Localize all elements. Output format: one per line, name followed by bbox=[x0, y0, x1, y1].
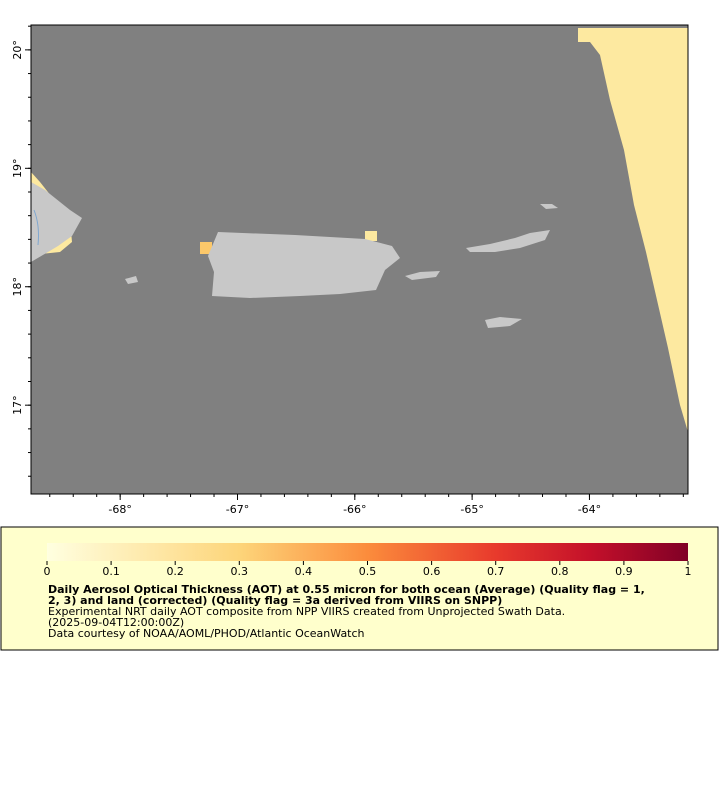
y-tick-label: 17° bbox=[11, 395, 24, 415]
map-area bbox=[30, 24, 689, 495]
colorbar-tick-label: 0.2 bbox=[166, 565, 184, 578]
colorbar-tick-label: 0.9 bbox=[615, 565, 633, 578]
colorbar-tick-label: 0 bbox=[44, 565, 51, 578]
x-tick-label: -65° bbox=[460, 503, 483, 516]
x-tick-label: -64° bbox=[578, 503, 601, 516]
land-virgin-islands bbox=[466, 230, 550, 252]
y-tick-label: 18° bbox=[11, 277, 24, 297]
map-frame bbox=[30, 24, 689, 495]
land-puerto-rico bbox=[208, 232, 400, 298]
colorbar-tick-label: 0.1 bbox=[102, 565, 120, 578]
colorbar bbox=[47, 543, 688, 561]
colorbar-tick-label: 0.6 bbox=[423, 565, 441, 578]
x-tick-label: -68° bbox=[108, 503, 131, 516]
colorbar-ticks: 0 0.1 0.2 0.3 0.4 0.5 0.6 0.7 0.8 0.9 1 bbox=[44, 561, 692, 578]
colorbar-tick-label: 0.8 bbox=[551, 565, 569, 578]
y-tick-label: 19° bbox=[11, 159, 24, 179]
land-anegada bbox=[540, 204, 558, 209]
colorbar-tick-label: 0.7 bbox=[487, 565, 505, 578]
land-st-croix bbox=[485, 317, 522, 328]
legend-note: (2025-09-04T12:00:00Z) bbox=[48, 616, 184, 629]
colorbar-tick-label: 1 bbox=[685, 565, 692, 578]
aot-pixel bbox=[365, 231, 377, 241]
colorbar-tick-label: 0.3 bbox=[231, 565, 249, 578]
river bbox=[33, 209, 39, 246]
land-mona bbox=[125, 276, 138, 284]
legend-note: Data courtesy of NOAA/AOML/PHOD/Atlantic… bbox=[48, 627, 365, 640]
legend-title: 2, 3) and land (corrected) (Quality flag… bbox=[48, 594, 502, 607]
x-tick-label: -66° bbox=[343, 503, 366, 516]
aot-pixel bbox=[200, 242, 212, 254]
land-vieques bbox=[405, 271, 440, 280]
x-tick-label: -67° bbox=[226, 503, 249, 516]
legend: 0 0.1 0.2 0.3 0.4 0.5 0.6 0.7 0.8 0.9 1 Daily Aero… bbox=[0, 526, 719, 651]
colorbar-tick-label: 0.5 bbox=[359, 565, 377, 578]
land-hispaniola bbox=[31, 182, 82, 262]
legend-note: Experimental NRT daily AOT composite fro… bbox=[48, 605, 565, 618]
axes: -68° -67° -66° -65° -64° 17° 18° 19° 20° bbox=[11, 25, 684, 516]
colorbar-tick-label: 0.4 bbox=[295, 565, 313, 578]
legend-title: Daily Aerosol Optical Thickness (AOT) at… bbox=[48, 583, 645, 596]
aot-swath bbox=[578, 28, 688, 432]
y-tick-label: 20° bbox=[11, 40, 24, 60]
